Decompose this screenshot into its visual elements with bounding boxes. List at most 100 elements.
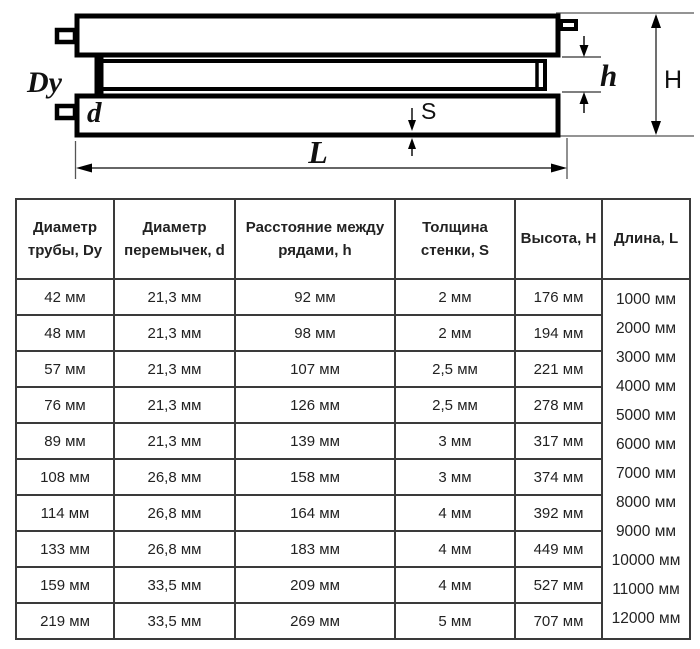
length-option: 7000 мм bbox=[615, 465, 677, 482]
length-option: 2000 мм bbox=[615, 320, 677, 337]
table-cell: 89 мм bbox=[15, 422, 115, 460]
table-cell: 21,3 мм bbox=[113, 386, 236, 424]
length-option: 5000 мм bbox=[615, 407, 677, 424]
header-jumper-diameter: Диаметр перемычек, d bbox=[113, 198, 236, 280]
table-cell: 33,5 мм bbox=[113, 602, 236, 640]
table-cell: 219 мм bbox=[15, 602, 115, 640]
table-row: 48 мм 21,3 мм 98 мм 2 мм 194 мм bbox=[15, 314, 690, 352]
length-option: 10000 мм bbox=[611, 552, 681, 569]
table-cell: 139 мм bbox=[234, 422, 396, 460]
table-cell: 114 мм bbox=[15, 494, 115, 532]
table-row: 57 мм 21,3 мм 107 мм 2,5 мм 221 мм bbox=[15, 350, 690, 388]
table-cell: 527 мм bbox=[514, 566, 603, 604]
table-cell: 33,5 мм bbox=[113, 566, 236, 604]
table-cell: 449 мм bbox=[514, 530, 603, 568]
table-cell: 2 мм bbox=[394, 278, 516, 316]
header-wall-thickness: Толщина стенки, S bbox=[394, 198, 516, 280]
table-row: 159 мм 33,5 мм 209 мм 4 мм 527 мм bbox=[15, 566, 690, 604]
length-option: 6000 мм bbox=[615, 436, 677, 453]
table-cell: 183 мм bbox=[234, 530, 396, 568]
dim-L-arrow-right bbox=[551, 163, 567, 173]
table-cell: 176 мм bbox=[514, 278, 603, 316]
dim-h-arrow-top bbox=[579, 45, 589, 57]
top-pipe bbox=[74, 13, 561, 58]
table-cell: 4 мм bbox=[394, 530, 516, 568]
table-row: 133 мм 26,8 мм 183 мм 4 мм 449 мм bbox=[15, 530, 690, 568]
table-cell: 21,3 мм bbox=[113, 422, 236, 460]
table-cell: 21,3 мм bbox=[113, 278, 236, 316]
length-option: 4000 мм bbox=[615, 378, 677, 395]
table-cell: 26,8 мм bbox=[113, 458, 236, 496]
table-cell: 5 мм bbox=[394, 602, 516, 640]
table-cell: 159 мм bbox=[15, 566, 115, 604]
length-option: 11000 мм bbox=[612, 581, 680, 598]
table-cell: 92 мм bbox=[234, 278, 396, 316]
table-cell: 76 мм bbox=[15, 386, 115, 424]
header-row-spacing: Расстояние между рядами, h bbox=[234, 198, 396, 280]
table-cell: 21,3 мм bbox=[113, 314, 236, 352]
register-diagram: H h S L Dy d bbox=[0, 0, 700, 196]
table-row: 89 мм 21,3 мм 139 мм 3 мм 317 мм bbox=[15, 422, 690, 460]
table-cell: 269 мм bbox=[234, 602, 396, 640]
length-option: 1000 мм bbox=[615, 291, 677, 308]
specs-table-container: Диаметр трубы, Dy Диаметр перемычек, d Р… bbox=[15, 198, 691, 640]
table-cell: 164 мм bbox=[234, 494, 396, 532]
table-cell: 2,5 мм bbox=[394, 386, 516, 424]
table-cell: 2 мм bbox=[394, 314, 516, 352]
dim-H-arrow-up bbox=[651, 14, 661, 28]
header-length: Длина, L bbox=[601, 198, 691, 280]
table-cell: 108 мм bbox=[15, 458, 115, 496]
table-cell: 26,8 мм bbox=[113, 530, 236, 568]
label-h: h bbox=[600, 58, 617, 93]
table-cell: 21,3 мм bbox=[113, 350, 236, 388]
inlet-stub-bottom-left bbox=[54, 103, 78, 121]
register-drawing-svg: H h S L Dy d bbox=[26, 12, 694, 179]
inlet-stub-top-left bbox=[54, 27, 78, 45]
label-H: H bbox=[664, 66, 682, 94]
table-cell: 26,8 мм bbox=[113, 494, 236, 532]
header-row: Диаметр трубы, Dy Диаметр перемычек, d Р… bbox=[15, 198, 691, 280]
outlet-stub-top-right bbox=[559, 19, 578, 31]
table-cell: 57 мм bbox=[15, 350, 115, 388]
middle-pipe bbox=[97, 59, 547, 91]
dim-h-arrow-bottom bbox=[579, 92, 589, 104]
label-L: L bbox=[307, 134, 328, 170]
table-cell: 194 мм bbox=[514, 314, 603, 352]
label-Dy: Dy bbox=[26, 66, 63, 99]
label-d: d bbox=[87, 97, 102, 129]
specs-table: Диаметр трубы, Dy Диаметр перемычек, d Р… bbox=[15, 198, 691, 640]
table-cell: 4 мм bbox=[394, 566, 516, 604]
header-pipe-diameter: Диаметр трубы, Dy bbox=[15, 198, 115, 280]
table-cell: 2,5 мм bbox=[394, 350, 516, 388]
table-cell: 278 мм bbox=[514, 386, 603, 424]
table-cell: 126 мм bbox=[234, 386, 396, 424]
dim-S-arrow-bottom bbox=[408, 138, 416, 149]
table-cell: 98 мм bbox=[234, 314, 396, 352]
label-S: S bbox=[421, 98, 436, 124]
table-cell: 317 мм bbox=[514, 422, 603, 460]
table-cell: 374 мм bbox=[514, 458, 603, 496]
table-row: 219 мм 33,5 мм 269 мм 5 мм 707 мм bbox=[15, 602, 690, 640]
table-row: 108 мм 26,8 мм 158 мм 3 мм 374 мм bbox=[15, 458, 690, 496]
length-option: 3000 мм bbox=[615, 349, 677, 366]
table-row: 114 мм 26,8 мм 164 мм 4 мм 392 мм bbox=[15, 494, 690, 532]
table-cell: 4 мм bbox=[394, 494, 516, 532]
length-option: 8000 мм bbox=[615, 494, 677, 511]
table-cell: 107 мм bbox=[234, 350, 396, 388]
length-list: 1000 мм 2000 мм 3000 мм 4000 мм 5000 мм … bbox=[607, 280, 685, 638]
dim-L-arrow-left bbox=[76, 163, 92, 173]
table-cell: 133 мм bbox=[15, 530, 115, 568]
table-cell: 158 мм bbox=[234, 458, 396, 496]
table-cell: 42 мм bbox=[15, 278, 115, 316]
table-cell: 3 мм bbox=[394, 458, 516, 496]
length-option: 9000 мм bbox=[615, 523, 677, 540]
table-cell: 392 мм bbox=[514, 494, 603, 532]
header-height: Высота, H bbox=[514, 198, 603, 280]
table-row: 42 мм 21,3 мм 92 мм 2 мм 176 мм 1000 мм … bbox=[15, 278, 691, 640]
dim-S-arrow-top bbox=[408, 120, 416, 131]
table-cell: 209 мм bbox=[234, 566, 396, 604]
table-cell: 3 мм bbox=[394, 422, 516, 460]
table-cell: 48 мм bbox=[15, 314, 115, 352]
length-option: 12000 мм bbox=[611, 610, 681, 627]
table-cell: 221 мм bbox=[514, 350, 603, 388]
